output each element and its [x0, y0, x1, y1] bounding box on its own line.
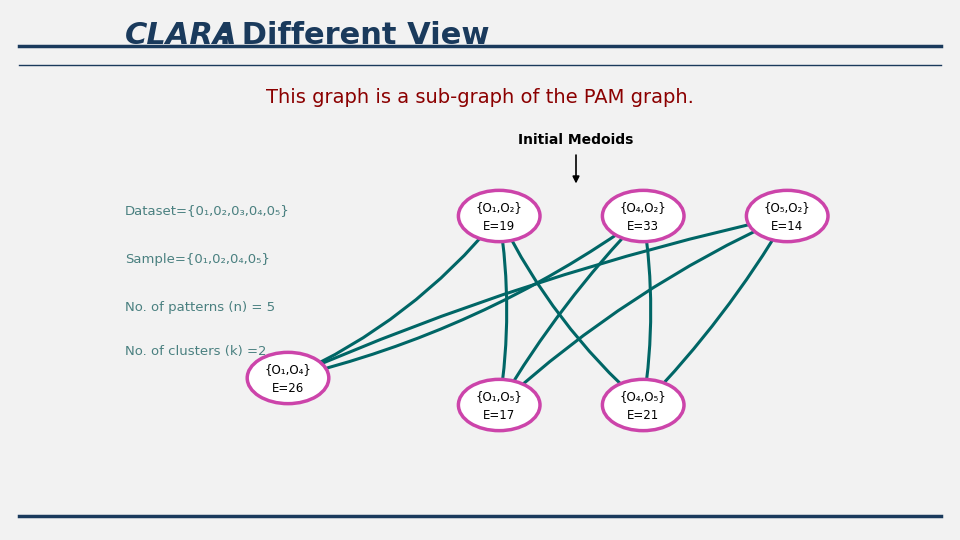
- Text: E=26: E=26: [272, 382, 304, 395]
- Text: {O₁,O₂}: {O₁,O₂}: [476, 201, 522, 214]
- Text: No. of clusters (k) =2: No. of clusters (k) =2: [125, 345, 266, 357]
- Ellipse shape: [603, 191, 684, 241]
- Text: {O₄,O₂}: {O₄,O₂}: [620, 201, 666, 214]
- FancyArrowPatch shape: [500, 219, 641, 403]
- Text: {O₅,O₂}: {O₅,O₂}: [764, 201, 810, 214]
- FancyArrowPatch shape: [501, 217, 784, 403]
- Text: CLARA: CLARA: [125, 21, 237, 50]
- Text: Sample={0₁,0₂,0₄,0₅}: Sample={0₁,0₂,0₄,0₅}: [125, 253, 270, 266]
- FancyArrowPatch shape: [291, 217, 784, 377]
- Text: E=21: E=21: [627, 409, 660, 422]
- Text: {O₁,O₅}: {O₁,O₅}: [476, 390, 522, 403]
- FancyArrowPatch shape: [643, 219, 651, 402]
- Text: No. of patterns (n) = 5: No. of patterns (n) = 5: [125, 301, 275, 314]
- Ellipse shape: [248, 352, 328, 404]
- Ellipse shape: [747, 191, 828, 241]
- FancyArrowPatch shape: [645, 218, 786, 403]
- Text: {O₁,O₄}: {O₁,O₄}: [265, 363, 311, 376]
- Text: Dataset={0₁,0₂,0₃,0₄,0₅}: Dataset={0₁,0₂,0₃,0₄,0₅}: [125, 204, 290, 217]
- FancyArrowPatch shape: [499, 219, 507, 402]
- Text: Initial Medoids: Initial Medoids: [518, 133, 634, 147]
- Text: E=33: E=33: [627, 220, 660, 233]
- Ellipse shape: [603, 379, 684, 431]
- Text: : Different View: : Different View: [219, 21, 490, 50]
- FancyArrowPatch shape: [500, 218, 641, 403]
- FancyArrowPatch shape: [291, 218, 497, 377]
- Text: This graph is a sub-graph of the PAM graph.: This graph is a sub-graph of the PAM gra…: [266, 87, 694, 107]
- FancyArrowPatch shape: [291, 218, 641, 377]
- Ellipse shape: [459, 379, 540, 431]
- Text: {O₄,O₅}: {O₄,O₅}: [620, 390, 666, 403]
- Text: E=14: E=14: [771, 220, 804, 233]
- Text: E=17: E=17: [483, 409, 516, 422]
- FancyArrowPatch shape: [573, 155, 579, 181]
- Text: E=19: E=19: [483, 220, 516, 233]
- Ellipse shape: [459, 191, 540, 241]
